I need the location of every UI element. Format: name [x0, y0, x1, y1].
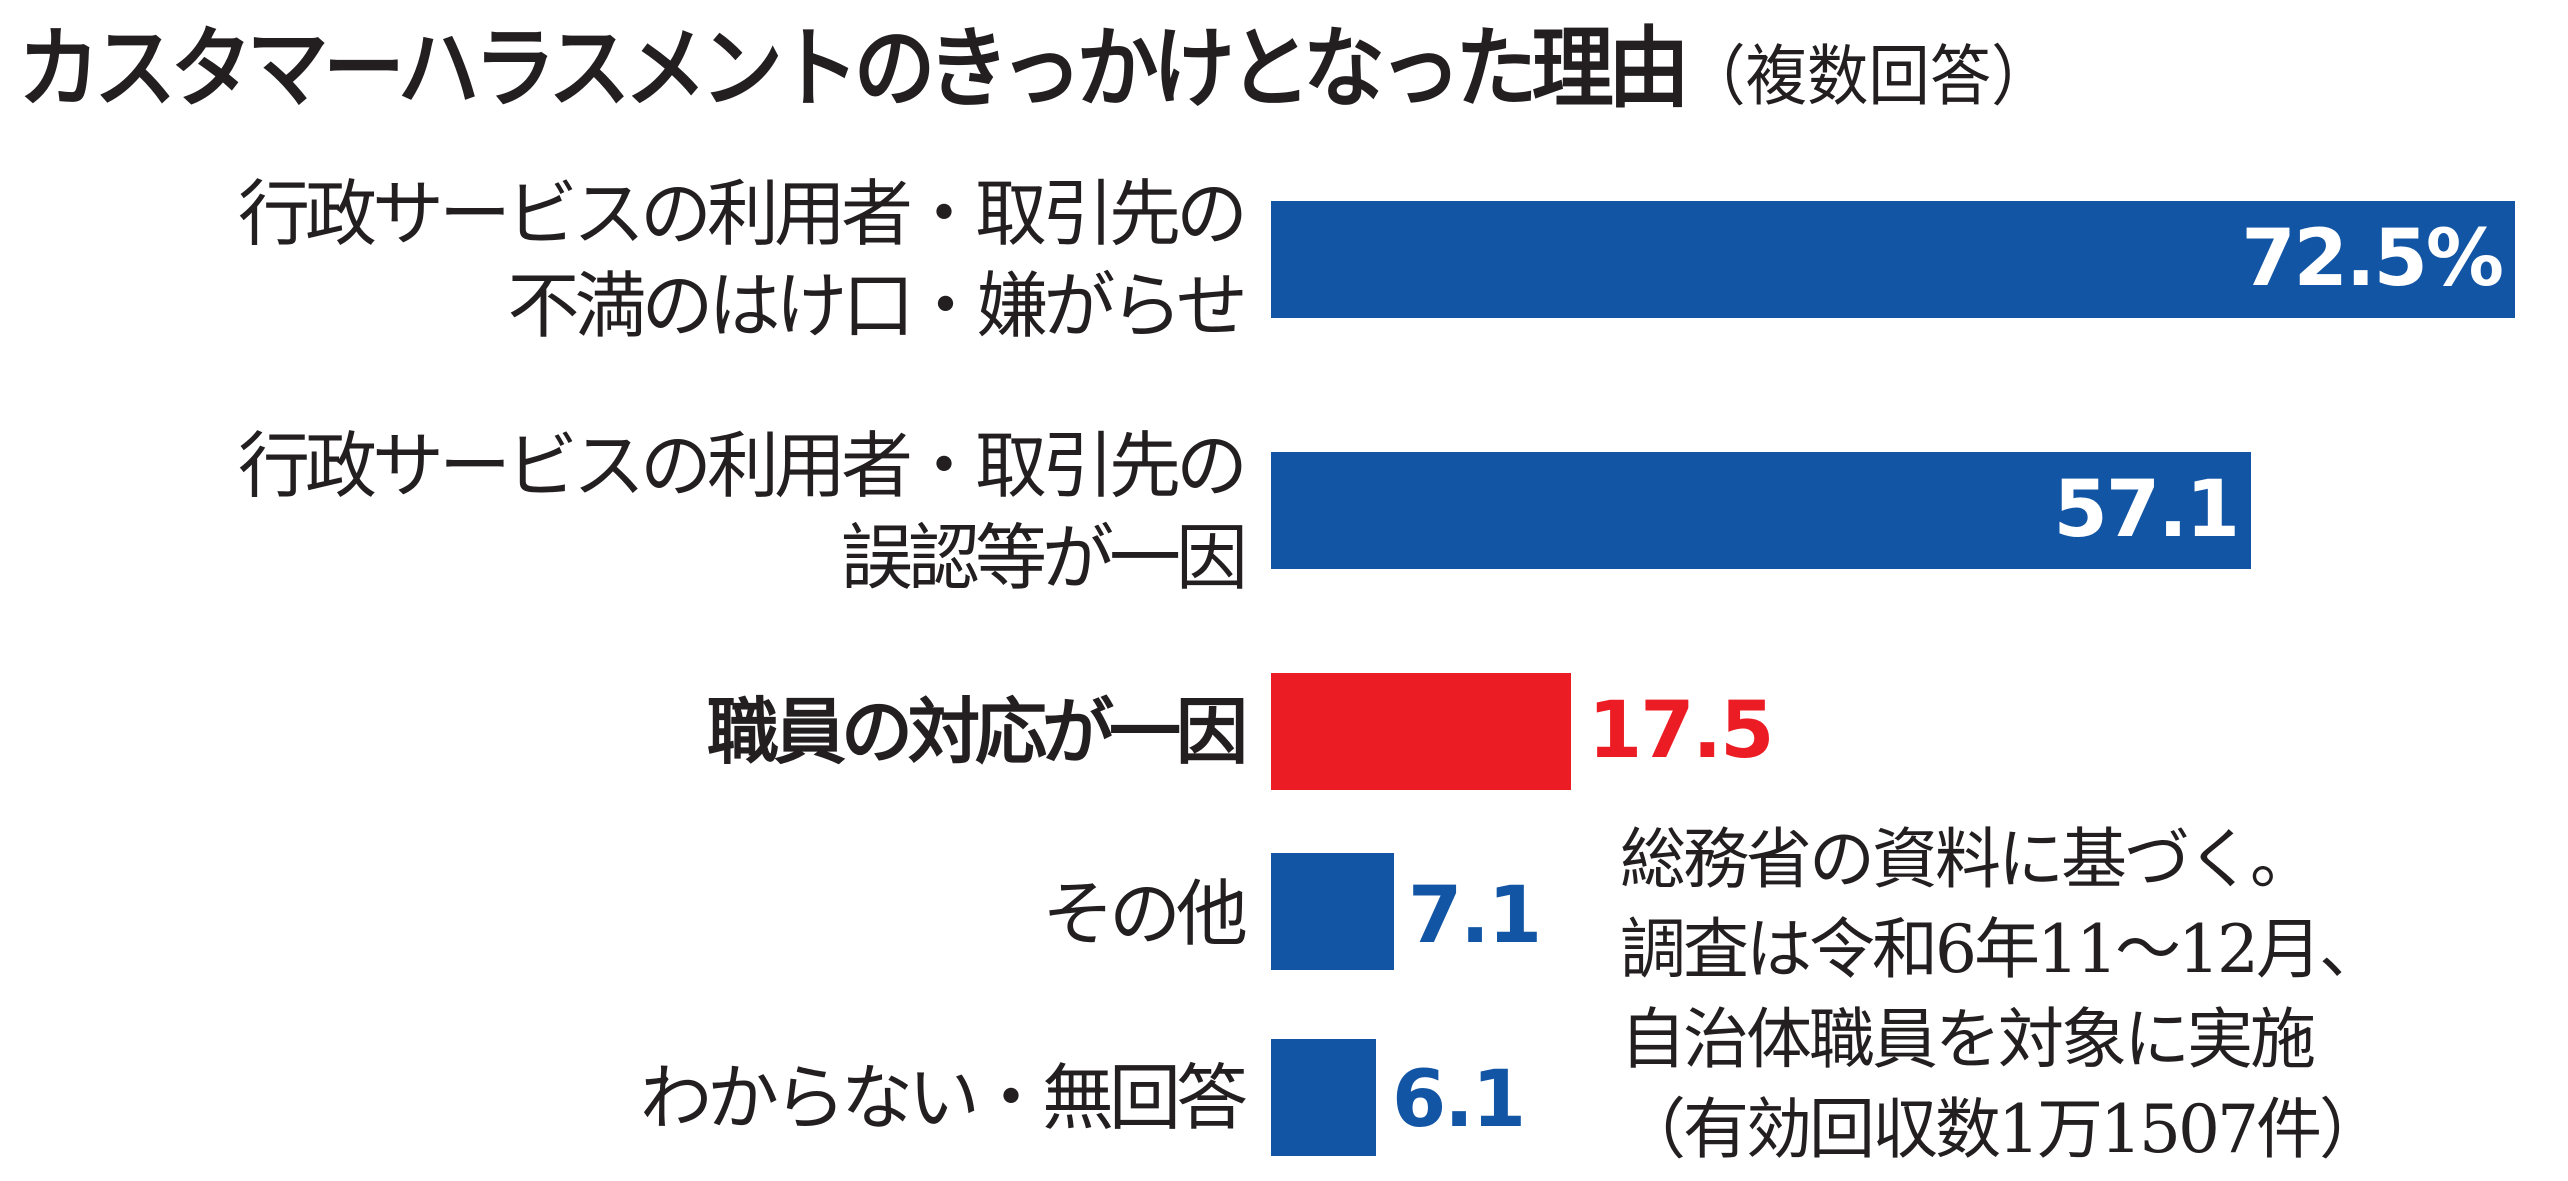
chart-title-sub: （複数回答） [1684, 38, 2053, 115]
bar-label-2-line-2: 誤認等が一因 [840, 516, 1248, 600]
bar-value-3: 17.5 [1588, 686, 1774, 776]
source-note-line-1: 総務省の資料に基づく。 [1620, 821, 2316, 898]
bar-3-highlight [1271, 673, 1571, 790]
bar-label-3-line-1: 職員の対応が一因 [706, 690, 1248, 774]
bar-label-2-line-1: 行政サービスの利用者・取引先の [237, 424, 1248, 508]
bar-label-1: 行政サービスの利用者・取引先の 不満のはけ口・嫌がらせ [237, 168, 1248, 352]
source-note-line-2: 調査は令和6年11〜12月、 [1620, 911, 2385, 988]
bar-value-5: 6.1 [1392, 1055, 1526, 1145]
bar-label-3: 職員の対応が一因 [706, 686, 1248, 778]
bar-label-2: 行政サービスの利用者・取引先の 誤認等が一因 [237, 420, 1248, 604]
chart-title: カスタマーハラスメントのきっかけとなった理由（複数回答） [18, 14, 2053, 124]
chart-title-main: カスタマーハラスメントのきっかけとなった理由 [18, 17, 1690, 120]
source-note: 総務省の資料に基づく。 調査は令和6年11〜12月、 自治体職員を対象に実施 （… [1620, 815, 2568, 1175]
bar-value-2: 57.1 [2053, 465, 2240, 555]
bar-value-1: 72.5% [2241, 214, 2504, 304]
bar-2 [1271, 452, 2251, 569]
bar-5 [1271, 1039, 1376, 1156]
bar-4 [1271, 853, 1394, 970]
bar-value-4: 7.1 [1408, 871, 1542, 961]
bar-label-5: わからない・無回答 [639, 1052, 1248, 1144]
bar-label-5-line-1: わからない・無回答 [639, 1056, 1248, 1140]
source-note-line-3: 自治体職員を対象に実施 [1620, 1001, 2316, 1078]
source-note-line-4: （有効回収数1万1507件） [1620, 1091, 2385, 1168]
bar-label-1-line-2: 不満のはけ口・嫌がらせ [507, 264, 1248, 348]
bar-label-4: その他 [1041, 868, 1248, 960]
bar-1 [1271, 201, 2515, 318]
bar-label-1-line-1: 行政サービスの利用者・取引先の [237, 172, 1248, 256]
bar-label-4-line-1: その他 [1041, 872, 1248, 956]
